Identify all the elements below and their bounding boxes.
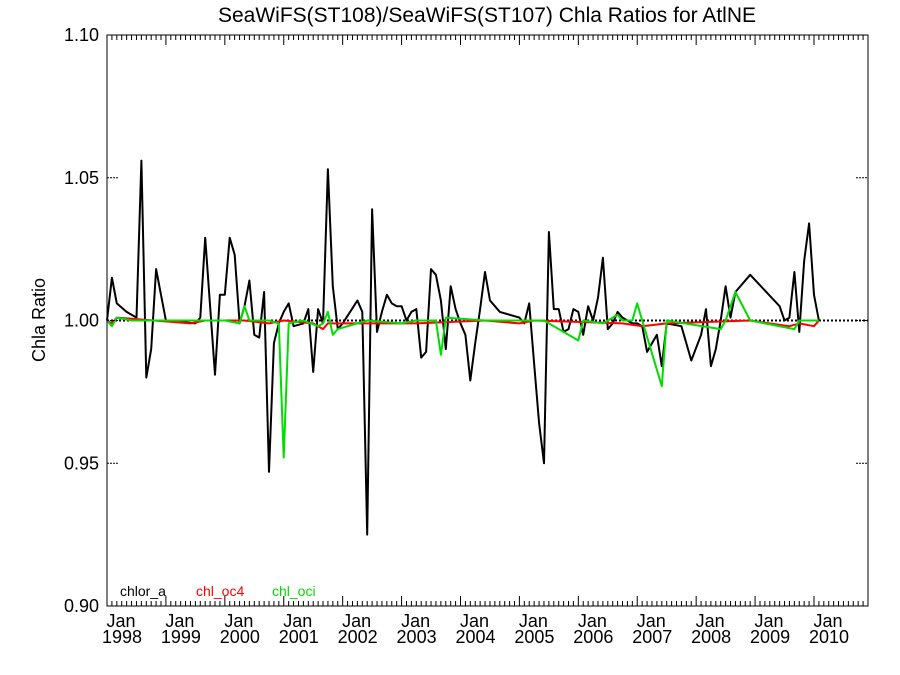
legend-label-chl-oc4: chl_oc4 — [196, 583, 244, 599]
x-tick-label-month: Jan — [401, 611, 430, 631]
series-line-chl-oci — [106, 291, 819, 459]
x-tick-label-month: Jan — [637, 611, 666, 631]
y-tick-label: 1.10 — [64, 25, 99, 45]
axes-layer: 0.900.951.001.051.10Jan1998Jan1999Jan200… — [64, 25, 869, 647]
y-axis-label: Chla Ratio — [29, 278, 49, 362]
y-tick-label: 0.90 — [64, 596, 99, 616]
x-tick-label-month: Jan — [165, 611, 194, 631]
legend-label-chlor-a: chlor_a — [120, 583, 166, 599]
x-tick-label-year: 2004 — [455, 627, 495, 647]
x-tick-label-month: Jan — [696, 611, 725, 631]
x-tick-label-year: 2007 — [632, 627, 672, 647]
x-tick-label-year: 2008 — [691, 627, 731, 647]
x-tick-label-month: Jan — [578, 611, 607, 631]
x-tick-label-month: Jan — [283, 611, 312, 631]
x-tick-label-month: Jan — [342, 611, 371, 631]
y-tick-label: 1.00 — [64, 311, 99, 331]
x-tick-label-month: Jan — [460, 611, 489, 631]
x-tick-label-month: Jan — [755, 611, 784, 631]
y-tick-label: 1.05 — [64, 168, 99, 188]
legend: chlor_a chl_oc4 chl_oci — [120, 583, 316, 599]
x-tick-label-year: 2006 — [573, 627, 613, 647]
legend-label-chl-oci: chl_oci — [272, 583, 316, 599]
x-tick-label-month: Jan — [224, 611, 253, 631]
x-tick-label-year: 2001 — [279, 627, 319, 647]
y-tick-label: 0.95 — [64, 453, 99, 473]
x-tick-label-year: 2000 — [220, 627, 260, 647]
series-line-chlor-a — [106, 159, 820, 536]
x-tick-label-year: 2005 — [514, 627, 554, 647]
x-tick-label-year: 2009 — [750, 627, 790, 647]
series-layer — [106, 159, 820, 536]
x-tick-label-month: Jan — [813, 611, 842, 631]
x-tick-label-year: 1998 — [102, 627, 142, 647]
chart-title: SeaWiFS(ST108)/SeaWiFS(ST107) Chla Ratio… — [218, 4, 756, 27]
x-tick-label-year: 2003 — [397, 627, 437, 647]
x-tick-label-month: Jan — [106, 611, 135, 631]
x-tick-label-year: 2010 — [809, 627, 849, 647]
x-tick-label-year: 2002 — [338, 627, 378, 647]
x-tick-label-year: 1999 — [161, 627, 201, 647]
x-tick-label-month: Jan — [519, 611, 548, 631]
